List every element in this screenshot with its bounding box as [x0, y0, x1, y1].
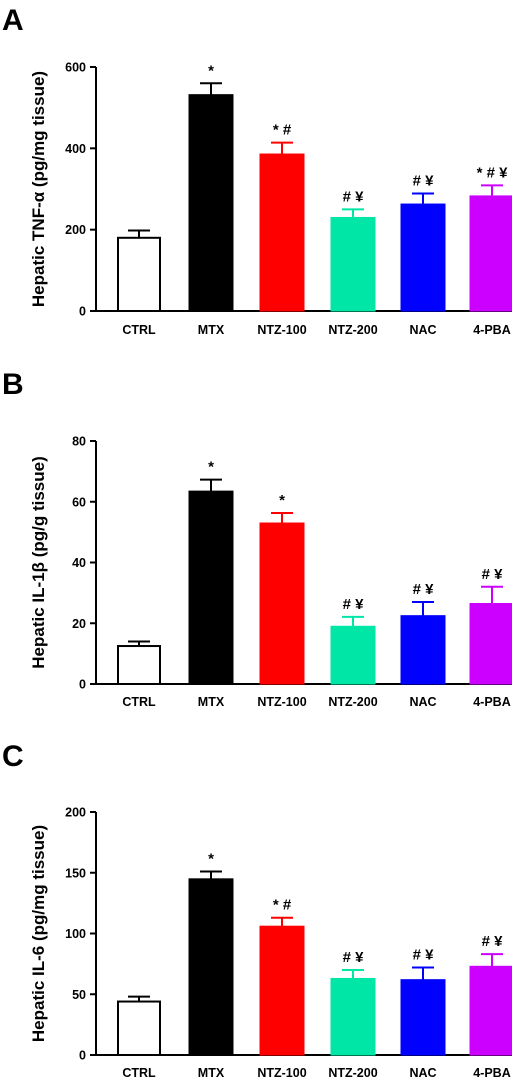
significance-annotation: * # ¥ [477, 164, 509, 181]
significance-annotation: # ¥ [413, 172, 435, 189]
significance-annotation: # ¥ [343, 949, 365, 966]
x-tick-label: MTX [198, 323, 225, 337]
bar-ntz-200 [330, 216, 376, 312]
y-tick-label: 200 [65, 806, 86, 820]
bar-chart-tnf-alpha: A Hepatic TNF-α (pg/mg tissue) 0 200 400 600 C… [2, 4, 512, 337]
bar-4-pba [469, 195, 512, 312]
panel-label: C [2, 740, 24, 773]
x-tick-label: CTRL [122, 1066, 156, 1080]
significance-annotation: * [208, 851, 214, 868]
bar-4-pba [469, 965, 512, 1056]
bar-ntz-100 [259, 153, 305, 312]
bar-mtx [188, 94, 234, 312]
x-tick-label: NTZ-200 [328, 323, 377, 337]
y-tick-label: 200 [65, 223, 86, 237]
x-tick-label: 4-PBA [473, 1066, 511, 1080]
y-tick-label: 150 [65, 866, 86, 880]
bar-chart-il-6: C Hepatic IL-6 (pg/mg tissue) 0 50 100 150 200… [2, 740, 512, 1080]
y-axis-label: Hepatic IL-6 (pg/mg tissue) [29, 825, 48, 1042]
bar-4-pba [469, 603, 512, 685]
significance-annotation: # ¥ [482, 566, 504, 583]
significance-annotation: # ¥ [413, 947, 435, 964]
y-tick-label: 0 [79, 1049, 86, 1063]
significance-annotation: * [279, 492, 285, 509]
x-tick-label: NAC [409, 1066, 436, 1080]
x-tick-label: NTZ-200 [328, 695, 377, 709]
bar-nac [400, 203, 446, 312]
x-tick-label: NTZ-100 [257, 323, 306, 337]
y-axis-label: Hepatic TNF-α (pg/mg tissue) [29, 71, 48, 307]
chart-panel-b: B Hepatic IL-1β (pg/g tissue) 0 20 40 60 80 CTR… [0, 361, 512, 722]
bar-ctrl [117, 236, 161, 312]
x-tick-label: 4-PBA [473, 323, 511, 337]
y-tick-label: 80 [72, 435, 86, 449]
bar-nac [400, 979, 446, 1056]
significance-annotation: * # [273, 897, 292, 914]
x-tick-label: NTZ-100 [257, 1066, 306, 1080]
x-tick-label: NAC [409, 323, 436, 337]
bar-ntz-100 [259, 925, 305, 1056]
y-tick-label: 60 [72, 495, 86, 509]
x-tick-label: MTX [198, 1066, 225, 1080]
x-tick-label: 4-PBA [473, 695, 511, 709]
bar-mtx [188, 490, 234, 685]
x-tick-label: NTZ-100 [257, 695, 306, 709]
y-tick-label: 100 [65, 927, 86, 941]
significance-annotation: * [208, 459, 214, 476]
panel-label: A [2, 4, 24, 37]
bar-ntz-200 [330, 625, 376, 685]
x-tick-label: CTRL [122, 323, 156, 337]
x-tick-label: CTRL [122, 695, 156, 709]
y-tick-label: 400 [65, 142, 86, 156]
chart-panel-c: C Hepatic IL-6 (pg/mg tissue) 0 50 100 150 200… [0, 722, 512, 1083]
y-tick-label: 40 [72, 556, 86, 570]
bar-chart-il-1-beta: B Hepatic IL-1β (pg/g tissue) 0 20 40 60 80 CTR… [2, 368, 512, 709]
bar-ctrl [117, 1000, 161, 1057]
panel-label: B [2, 368, 24, 401]
y-tick-label: 0 [79, 305, 86, 319]
significance-annotation: * [208, 62, 214, 79]
bar-ctrl [117, 645, 161, 685]
significance-annotation: # ¥ [343, 188, 365, 205]
bar-nac [400, 615, 446, 685]
bar-ntz-100 [259, 522, 305, 685]
y-tick-label: 50 [72, 988, 86, 1002]
bar-ntz-200 [330, 977, 376, 1056]
bar-mtx [188, 878, 234, 1056]
significance-annotation: # ¥ [413, 581, 435, 598]
y-axis-label: Hepatic IL-1β (pg/g tissue) [29, 456, 48, 669]
chart-panel-a: A Hepatic TNF-α (pg/mg tissue) 0 200 400 600 C… [0, 0, 512, 361]
y-tick-label: 20 [72, 617, 86, 631]
x-tick-label: NAC [409, 695, 436, 709]
y-tick-label: 0 [79, 678, 86, 692]
significance-annotation: # ¥ [482, 933, 504, 950]
significance-annotation: * # [273, 122, 292, 139]
x-tick-label: MTX [198, 695, 225, 709]
x-tick-label: NTZ-200 [328, 1066, 377, 1080]
y-tick-label: 600 [65, 61, 86, 75]
significance-annotation: # ¥ [343, 596, 365, 613]
